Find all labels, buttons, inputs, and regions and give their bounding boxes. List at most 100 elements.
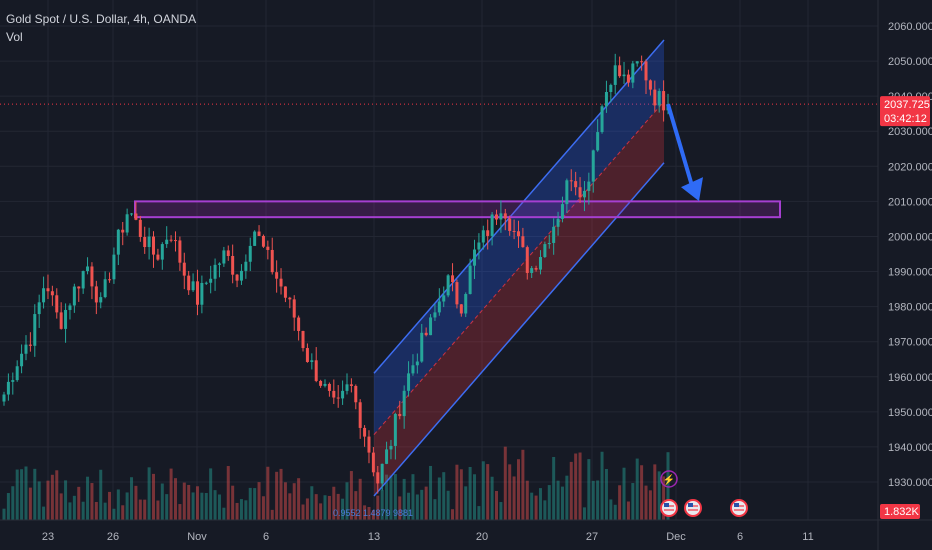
candle-body (283, 286, 287, 298)
volume-bar (253, 488, 257, 520)
volume-bar (389, 475, 393, 520)
volume-bar (187, 484, 191, 520)
y-tick-label: 1990.000 (888, 267, 932, 279)
x-tick-label: 11 (802, 531, 813, 543)
volume-bar (380, 490, 384, 520)
candle-body (6, 381, 10, 395)
candle-body (116, 229, 120, 255)
volume-bar (213, 490, 217, 520)
volume-bar (64, 480, 68, 520)
y-tick-label: 2000.000 (888, 231, 932, 243)
candle-body (640, 61, 644, 63)
volume-bar (341, 498, 345, 520)
candle-body (112, 254, 116, 280)
volume-bar (59, 493, 63, 520)
symbol-title[interactable]: Gold Spot / U.S. Dollar, 4h, OANDA (6, 12, 197, 26)
volume-bar (437, 477, 441, 520)
volume-bar (345, 482, 349, 520)
candle-body (319, 380, 323, 386)
candle-body (37, 302, 41, 315)
arrow-shaft (666, 103, 695, 190)
candle-body (28, 344, 32, 346)
candle-body (33, 314, 37, 346)
volume-bar (398, 496, 402, 520)
candle-body (169, 239, 173, 241)
volume-bar (604, 468, 608, 520)
volume-bar (376, 495, 380, 520)
projection-arrow[interactable] (666, 103, 703, 202)
price-badges: 2037.725 03:42:12 1.832K (880, 96, 930, 519)
volume-bar (77, 486, 81, 520)
candle-body (270, 249, 274, 273)
candle-body (481, 230, 485, 243)
candle-body (508, 218, 512, 231)
candle-body (565, 180, 569, 205)
candle-body (499, 213, 503, 220)
event-icons[interactable]: ⚡ 0.9552 1.4879 9881 (333, 470, 748, 518)
flag-circle (660, 499, 678, 517)
candle-body (64, 309, 68, 329)
candle-body (455, 282, 459, 305)
candle-body (538, 256, 542, 270)
volume-bar (138, 499, 142, 520)
candle-body (68, 305, 72, 310)
candle-body (486, 230, 490, 236)
volume-bar (349, 471, 353, 520)
candle-body (195, 281, 199, 305)
volume-bar (332, 486, 336, 520)
volume-bar (301, 504, 305, 520)
candle-body (459, 304, 463, 314)
volume-bar (156, 500, 160, 520)
candle-body (103, 279, 107, 298)
volume-bar (574, 453, 578, 520)
candle-body (20, 353, 24, 367)
candle-body (376, 472, 380, 484)
volume-bar (552, 456, 556, 520)
candle-body (393, 413, 397, 446)
candle-body (130, 213, 134, 215)
candle-body (200, 282, 204, 305)
volume-bar (24, 466, 28, 520)
volume-indicator-label[interactable]: Vol (6, 30, 23, 44)
volume-bar (72, 495, 76, 520)
volume-bar (2, 508, 6, 520)
candle-body (226, 250, 230, 256)
volume-bar (451, 509, 455, 520)
volume-bar (402, 478, 406, 520)
candle-body (217, 263, 221, 265)
volume-bar (178, 504, 182, 520)
volume-bar (336, 493, 340, 520)
channel-stats-overlay: 0.9552 1.4879 9881 (333, 508, 413, 518)
volume-bar (490, 476, 494, 520)
volume-bar (618, 485, 622, 520)
channel-upper-line (373, 39, 665, 374)
x-tick-label: 20 (476, 531, 488, 543)
candle-body (635, 61, 639, 64)
grid-lines (0, 0, 878, 520)
resistance-zone[interactable] (134, 200, 781, 219)
volume-bar (534, 495, 538, 520)
candle-body (301, 330, 305, 349)
volume-bar (275, 471, 279, 520)
volume-bar (525, 480, 529, 520)
y-tick-label: 2050.000 (888, 56, 932, 68)
candle-body (222, 250, 226, 264)
candle-body (209, 278, 213, 283)
candle-body (398, 413, 402, 417)
candle-body (477, 242, 481, 250)
volume-bar (191, 492, 195, 520)
volume-bar (323, 495, 327, 520)
candle-body (473, 249, 477, 266)
candle-body (534, 268, 538, 270)
arrow-head (681, 177, 703, 202)
x-tick-label: 26 (107, 531, 119, 543)
candle-body (587, 181, 591, 191)
volume-bar (204, 493, 208, 520)
volume-bar (226, 466, 230, 520)
x-tick-label: 27 (586, 531, 598, 543)
candle-body (257, 231, 261, 236)
candle-body (266, 246, 270, 250)
parallel-channel[interactable] (373, 39, 665, 497)
candle-body (349, 384, 353, 386)
